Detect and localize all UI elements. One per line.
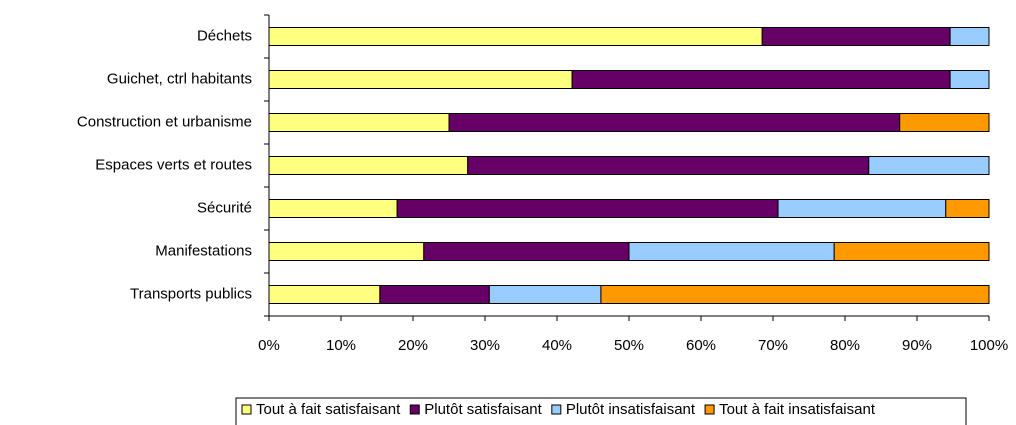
x-tick-label: 50% xyxy=(614,337,644,354)
y-tick-label: Construction et urbanisme xyxy=(77,113,252,130)
y-tick-label: Déchets xyxy=(197,27,252,44)
legend-label: Tout à fait insatisfaisant xyxy=(719,401,876,418)
legend-swatch xyxy=(241,404,252,415)
legend-swatch xyxy=(704,404,715,415)
bar-segment xyxy=(899,113,990,132)
bar-segment xyxy=(268,70,573,89)
bar-segment xyxy=(777,199,947,218)
legend-label: Tout à fait satisfaisant xyxy=(256,401,401,418)
bar-segment xyxy=(268,27,763,46)
bar-segment xyxy=(467,156,870,175)
bar-segment xyxy=(423,242,630,261)
legend-box xyxy=(235,397,967,425)
x-tick-label: 0% xyxy=(258,337,280,354)
bar-segment xyxy=(268,242,425,261)
x-tick-label: 10% xyxy=(326,337,356,354)
y-tick-label: Guichet, ctrl habitants xyxy=(107,70,252,87)
x-tick-label: 60% xyxy=(686,337,716,354)
x-tick-label: 40% xyxy=(542,337,572,354)
x-tick-label: 100% xyxy=(970,337,1008,354)
legend-swatch xyxy=(551,404,562,415)
bar-segment xyxy=(600,285,990,304)
bar-segment xyxy=(761,27,951,46)
bar-segment xyxy=(396,199,779,218)
x-tick-label: 20% xyxy=(398,337,428,354)
bar-segment xyxy=(268,113,450,132)
bar-segment xyxy=(268,199,398,218)
bar-segment xyxy=(268,156,469,175)
bar-segment xyxy=(833,242,990,261)
legend-label: Plutôt insatisfaisant xyxy=(566,401,696,418)
bar-segment xyxy=(571,70,951,89)
y-tick-label: Sécurité xyxy=(197,199,252,216)
bar-segment xyxy=(268,285,381,304)
y-tick-label: Transports publics xyxy=(130,285,252,302)
bar-segment xyxy=(628,242,835,261)
x-tick-label: 70% xyxy=(758,337,788,354)
bar-segment xyxy=(488,285,602,304)
x-tick-label: 30% xyxy=(470,337,500,354)
bar-segment xyxy=(949,27,990,46)
bar-segment xyxy=(448,113,901,132)
legend-label: Plutôt satisfaisant xyxy=(424,401,542,418)
bar-segment xyxy=(945,199,990,218)
y-tick-label: Espaces verts et routes xyxy=(95,156,252,173)
x-tick-label: 80% xyxy=(830,337,860,354)
y-tick-label: Manifestations xyxy=(155,242,252,259)
legend-swatch xyxy=(409,404,420,415)
bar-segment xyxy=(949,70,990,89)
bar-segment xyxy=(868,156,990,175)
bar-segment xyxy=(379,285,490,304)
x-tick-label: 90% xyxy=(902,337,932,354)
